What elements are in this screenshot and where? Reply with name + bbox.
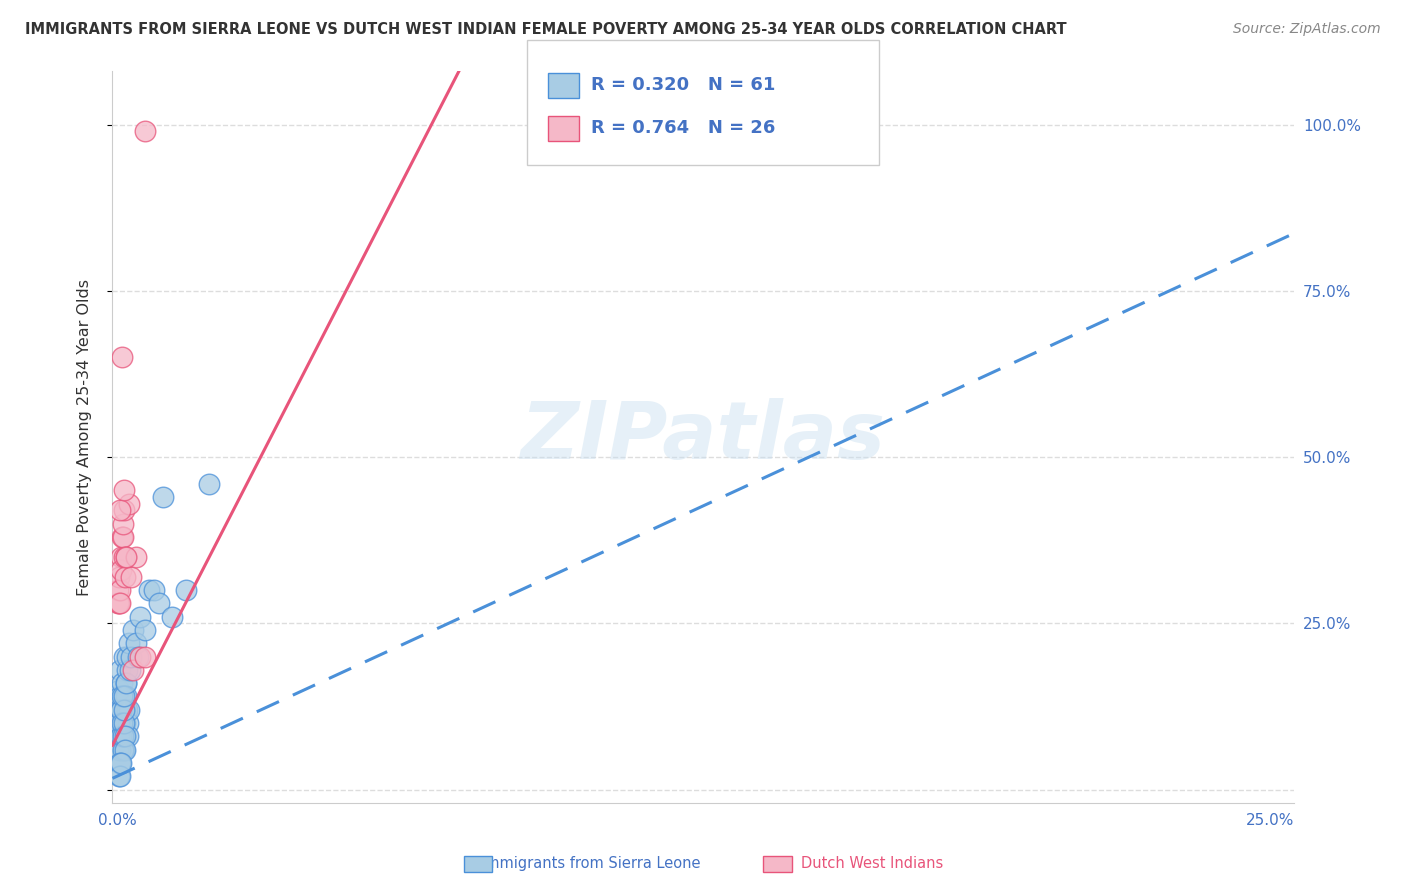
Point (117, 729, 139, 743)
Point (111, 530, 134, 544)
Point (117, 703, 139, 717)
Point (120, 570, 142, 584)
Point (117, 716, 139, 731)
Point (107, 742, 129, 756)
Point (110, 729, 132, 743)
Point (143, 582, 166, 597)
Point (112, 729, 135, 743)
Point (107, 703, 129, 717)
Point (162, 609, 184, 624)
Point (111, 716, 134, 731)
Point (108, 582, 131, 597)
Point (112, 729, 135, 743)
Point (108, 570, 131, 584)
Point (115, 549, 138, 564)
Point (108, 729, 131, 743)
Point (111, 676, 134, 690)
Point (111, 530, 134, 544)
Point (107, 582, 129, 597)
Point (114, 549, 136, 564)
Point (124, 636, 146, 650)
Y-axis label: Female Poverty Among 25-34 Year Olds: Female Poverty Among 25-34 Year Olds (77, 278, 91, 596)
Point (110, 596, 132, 610)
Text: IMMIGRANTS FROM SIERRA LEONE VS DUTCH WEST INDIAN FEMALE POVERTY AMONG 25-34 YEA: IMMIGRANTS FROM SIERRA LEONE VS DUTCH WE… (25, 22, 1067, 37)
Point (118, 663, 141, 677)
Point (115, 549, 138, 564)
Point (117, 497, 139, 511)
Point (111, 716, 134, 731)
Point (110, 549, 132, 564)
Point (112, 516, 135, 531)
Point (111, 742, 134, 756)
Point (108, 756, 131, 770)
Point (108, 596, 131, 610)
Point (148, 596, 170, 610)
Point (108, 729, 131, 743)
Point (112, 503, 135, 517)
Point (114, 729, 136, 743)
Point (122, 663, 145, 677)
Text: R = 0.320   N = 61: R = 0.320 N = 61 (591, 76, 775, 94)
Point (134, 124, 156, 138)
Point (134, 649, 156, 664)
Point (110, 756, 132, 770)
Point (115, 690, 138, 704)
Point (110, 716, 132, 731)
Point (115, 703, 138, 717)
Point (138, 582, 160, 597)
Point (108, 682, 131, 697)
Point (174, 582, 197, 597)
Point (117, 636, 139, 650)
Point (114, 716, 136, 731)
Text: Dutch West Indians: Dutch West Indians (800, 856, 943, 871)
Point (117, 663, 138, 677)
Point (112, 703, 135, 717)
Point (107, 716, 129, 731)
Point (122, 623, 145, 637)
Point (117, 649, 138, 664)
Point (110, 703, 132, 717)
Point (124, 549, 146, 564)
Point (110, 742, 132, 756)
Point (108, 756, 131, 770)
Point (111, 729, 134, 743)
Point (108, 690, 131, 704)
Point (198, 476, 221, 491)
Point (112, 690, 135, 704)
Point (152, 490, 174, 504)
Point (115, 676, 138, 690)
Point (111, 690, 134, 704)
Point (107, 596, 129, 610)
Point (115, 676, 138, 690)
Point (129, 609, 152, 624)
Text: Immigrants from Sierra Leone: Immigrants from Sierra Leone (481, 856, 700, 871)
Point (114, 690, 136, 704)
Point (112, 742, 135, 756)
Point (114, 649, 136, 664)
Point (111, 351, 134, 365)
Point (112, 716, 135, 731)
Text: Source: ZipAtlas.com: Source: ZipAtlas.com (1233, 22, 1381, 37)
Point (127, 649, 149, 664)
Point (120, 649, 142, 664)
Point (110, 663, 132, 677)
Point (114, 742, 136, 756)
Text: R = 0.764   N = 26: R = 0.764 N = 26 (591, 119, 775, 136)
Text: ZIPatlas: ZIPatlas (520, 398, 886, 476)
Point (112, 483, 135, 498)
Point (108, 769, 131, 783)
Point (110, 769, 132, 783)
Point (110, 563, 132, 577)
Point (110, 503, 132, 517)
Point (129, 649, 152, 664)
Point (108, 716, 131, 731)
Point (114, 570, 136, 584)
Point (114, 703, 136, 717)
Point (134, 623, 156, 637)
Point (110, 703, 132, 717)
